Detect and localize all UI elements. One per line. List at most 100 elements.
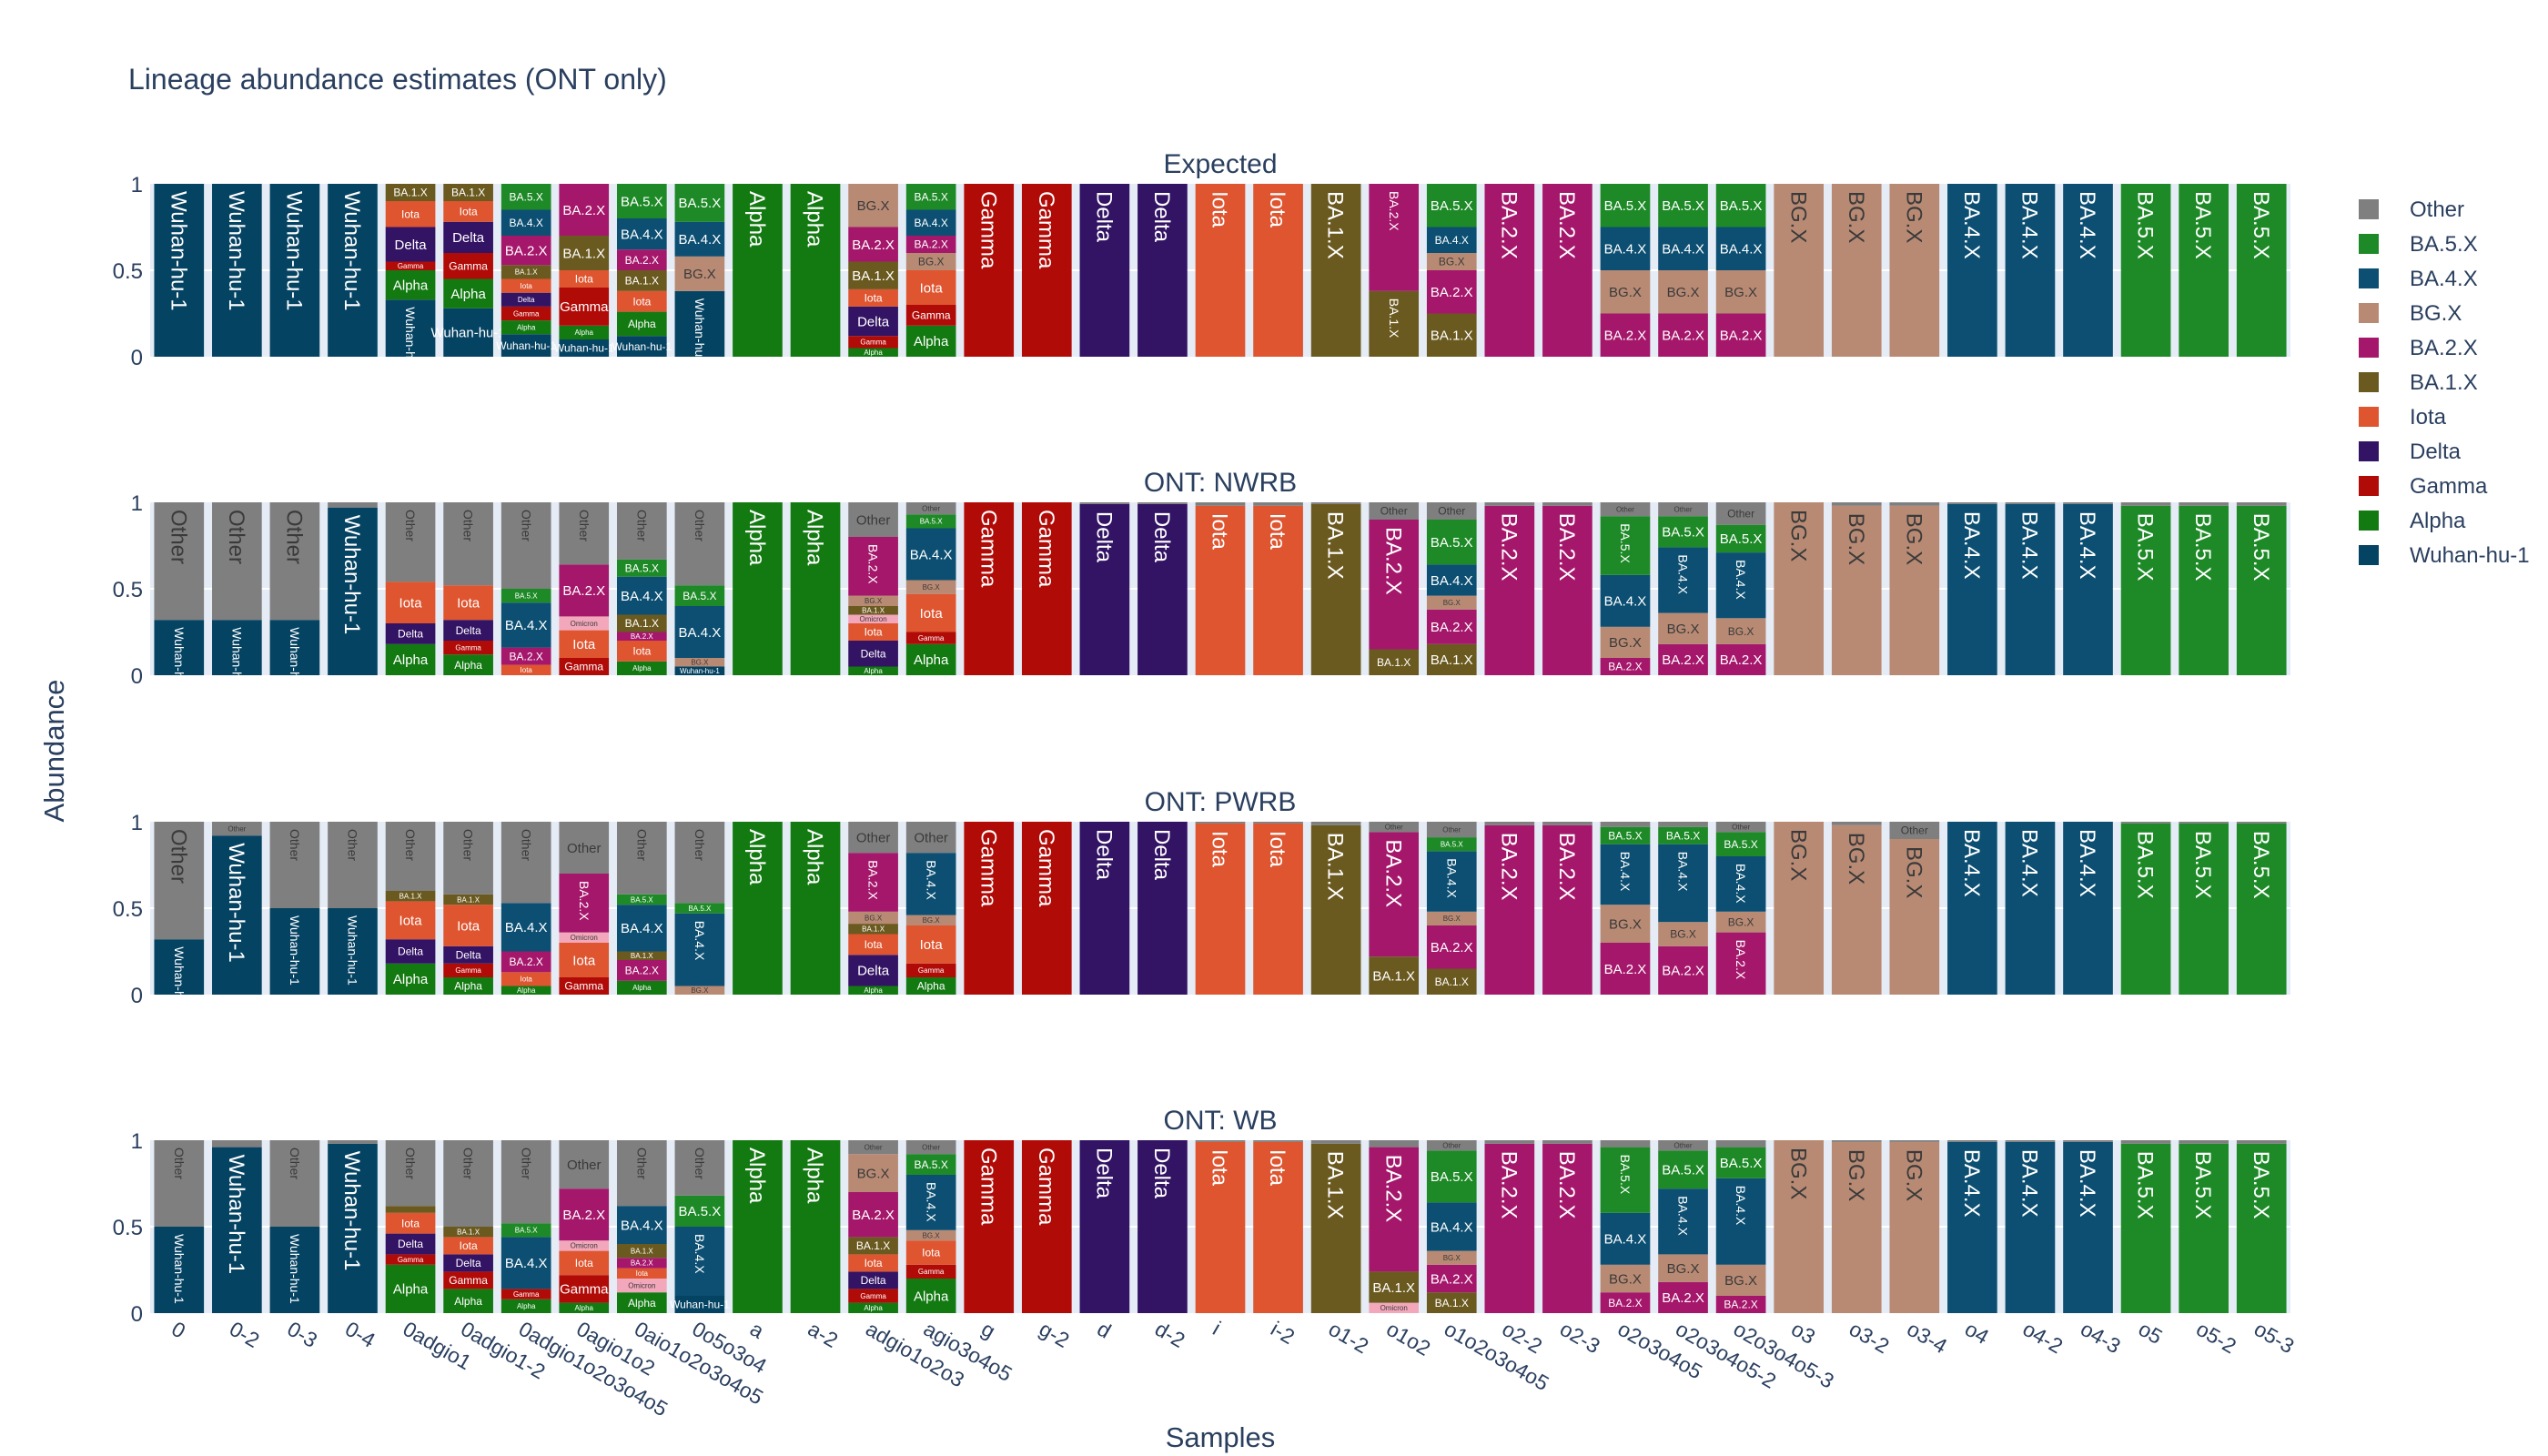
bar-6[interactable]: Alpha Gamma BA.4.X BA.5.X Other [500,1140,551,1313]
bar-24[interactable]: BA.2.X [1542,502,1592,675]
bar-14[interactable]: Gamma [964,822,1015,995]
bar-25[interactable]: BA.2.X BG.X BA.4.X BA.5.X [1600,1140,1651,1313]
bar-16[interactable]: Delta [1079,184,1130,357]
bar-14[interactable]: Gamma [964,1140,1015,1313]
bar-27[interactable]: BA.2.X BG.X BA.4.X BA.5.X [1715,1140,1766,1313]
bar-36[interactable]: BA.5.X [2236,184,2287,357]
bar-33[interactable]: BA.4.X [2063,184,2113,357]
bar-33[interactable]: BA.4.X [2063,1140,2113,1313]
bar-15[interactable]: Gamma [1021,502,1072,675]
bar-2[interactable]: Wuhan-hu-1 Other [269,822,320,995]
bar-33[interactable]: BA.4.X [2063,502,2113,675]
bar-6[interactable]: Wuhan-hu-1 Alpha Gamma Delta Iota BA.1.X BA.2.… [496,184,556,357]
bar-9[interactable]: Wuhan-hu-1BG.X BA.4.X BA.5.X Other [674,502,725,675]
bar-21[interactable]: BA.1.X BA.2.X [1369,184,1420,357]
bar-11[interactable]: Alpha [790,502,841,675]
bar-36[interactable]: BA.5.X [2236,822,2287,995]
bar-19[interactable]: Iota [1253,822,1303,995]
bar-3[interactable]: Wuhan-hu-1 Other [328,822,378,995]
bar-31[interactable]: BA.4.X [1947,184,1997,357]
bar-24[interactable]: BA.2.X [1542,822,1592,995]
legend-item[interactable]: BA.1.X [2359,370,2478,395]
bar-2[interactable]: Wuhan-hu-1 [269,184,320,357]
bar-23[interactable]: BA.2.X [1484,184,1535,357]
bar-4[interactable]: Alpha Delta Iota Other [385,502,436,675]
bar-35[interactable]: BA.5.X [2179,184,2229,357]
bar-28[interactable]: BG.X [1774,502,1825,675]
bar-34[interactable]: BA.5.X [2120,822,2171,995]
bar-32[interactable]: BA.4.X [2005,1140,2056,1313]
bar-28[interactable]: BG.X [1774,1140,1825,1313]
bar-14[interactable]: Gamma [964,184,1015,357]
bar-30[interactable]: BG.X [1889,184,1940,357]
bar-1[interactable]: Wuhan-hu-1 [212,1140,262,1313]
bar-23[interactable]: BA.2.X [1484,822,1535,995]
bar-31[interactable]: BA.4.X [1947,1140,1997,1313]
bar-3[interactable]: Wuhan-hu-1 [328,502,378,675]
bar-26[interactable]: BA.2.X BG.X BA.4.X BA.5.X [1658,822,1708,995]
bar-34[interactable]: BA.5.X [2120,1140,2171,1313]
bar-17[interactable]: Delta [1138,502,1188,675]
bar-6[interactable]: Iota BA.2.X BA.4.X BA.5.X Other [500,502,551,675]
bar-3[interactable]: Wuhan-hu-1 [328,184,378,357]
bar-7[interactable]: Gamma Iota Omicron BA.2.X Other [559,502,610,675]
legend-item[interactable]: BA.5.X [2359,232,2478,257]
bar-8[interactable]: Wuhan-hu-1 Alpha Iota BA.1.X BA.2.X BA.4.X BA.… [612,184,672,357]
bar-15[interactable]: Gamma [1021,1140,1072,1313]
bar-7[interactable]: Wuhan-hu-1 Alpha Gamma Iota BA.1.X BA.2.X [554,184,614,357]
bar-1[interactable]: Wuhan-hu-1 [212,184,262,357]
bar-13[interactable]: Alpha Gamma Iota BG.X BA.4.X BA.5.X Other [905,502,956,675]
bar-0[interactable]: Wuhan-hu-1 Other [154,1140,205,1313]
bar-25[interactable]: BA.2.X BG.X BA.4.X BA.5.X [1600,184,1651,357]
bar-18[interactable]: Iota [1195,1140,1246,1313]
bar-13[interactable]: Alpha Gamma Iota BG.X BA.4.X BA.5.X Other [905,1140,956,1313]
legend-item[interactable]: Alpha [2359,509,2466,533]
bar-8[interactable]: Alpha Iota BA.2.X BA.1.X BA.4.X BA.5.X Other [616,502,667,675]
bar-0[interactable]: Wuhan-hu-1 [154,184,205,357]
bar-22[interactable]: BA.1.X BA.2.X BG.X BA.4.X BA.5.X [1426,184,1477,357]
bar-9[interactable]: Wuhan-hu-1 BG.X BA.4.X BA.5.X [674,184,725,369]
bar-19[interactable]: Iota [1253,184,1303,357]
bar-9[interactable]: Wuhan-hu-1 BA.4.X BA.5.X Other [670,1140,730,1313]
bar-20[interactable]: BA.1.X [1310,822,1361,995]
bar-16[interactable]: Delta [1079,1140,1130,1313]
bar-12[interactable]: Alpha Gamma Delta Iota BA.1.X BA.2.X BG.X [848,184,898,357]
bar-31[interactable]: BA.4.X [1947,502,1997,675]
legend-item[interactable]: Delta [2359,440,2462,464]
bar-31[interactable]: BA.4.X [1947,822,1997,995]
bar-9[interactable]: BG.X BA.4.X BA.5.X Other [674,822,725,995]
bar-35[interactable]: BA.5.X [2179,1140,2229,1313]
bar-4[interactable]: Alpha Delta Iota BA.1.X Other [385,822,436,995]
bar-27[interactable]: BA.2.X BG.X BA.4.X BA.5.X Other [1715,502,1766,675]
legend-item[interactable]: Wuhan-hu-1 [2359,543,2530,568]
bar-10[interactable]: Alpha [733,1140,783,1313]
bar-4[interactable]: Alpha Gamma Delta Iota Other [385,1140,436,1313]
legend-item[interactable]: BA.4.X [2359,267,2478,291]
bar-24[interactable]: BA.2.X [1542,1140,1592,1313]
bar-18[interactable]: Iota [1195,822,1246,995]
bar-15[interactable]: Gamma [1021,822,1072,995]
bar-17[interactable]: Delta [1138,1140,1188,1313]
bar-29[interactable]: BG.X [1831,184,1882,357]
bar-0[interactable]: Wuhan-hu-1 Other [154,502,205,697]
bar-1[interactable]: Wuhan-hu-1 Other [212,502,262,697]
bar-30[interactable]: BG.X [1889,1140,1940,1313]
bar-16[interactable]: Delta [1079,822,1130,995]
bar-32[interactable]: BA.4.X [2005,184,2056,357]
bar-2[interactable]: Wuhan-hu-1 Other [269,502,320,697]
bar-14[interactable]: Gamma [964,502,1015,675]
bar-1[interactable]: Wuhan-hu-1 Other [212,822,262,995]
bar-27[interactable]: BA.2.X BG.X BA.4.X BA.5.X Other [1715,822,1766,995]
bar-18[interactable]: Iota [1195,502,1246,675]
bar-27[interactable]: BA.2.X BG.X BA.4.X BA.5.X [1715,184,1766,357]
bar-0[interactable]: Wuhan-hu-1 Other [154,822,205,1016]
bar-5[interactable]: Alpha Gamma Delta Iota BA.1.X Other [443,822,493,995]
bar-36[interactable]: BA.5.X [2236,502,2287,675]
bar-17[interactable]: Delta [1138,822,1188,995]
bar-10[interactable]: Alpha [733,184,783,357]
legend-item[interactable]: BA.2.X [2359,336,2478,360]
bar-5[interactable]: Alpha Gamma Delta Iota Other [443,502,493,675]
bar-2[interactable]: Wuhan-hu-1 Other [269,1140,320,1313]
bar-10[interactable]: Alpha [733,822,783,995]
